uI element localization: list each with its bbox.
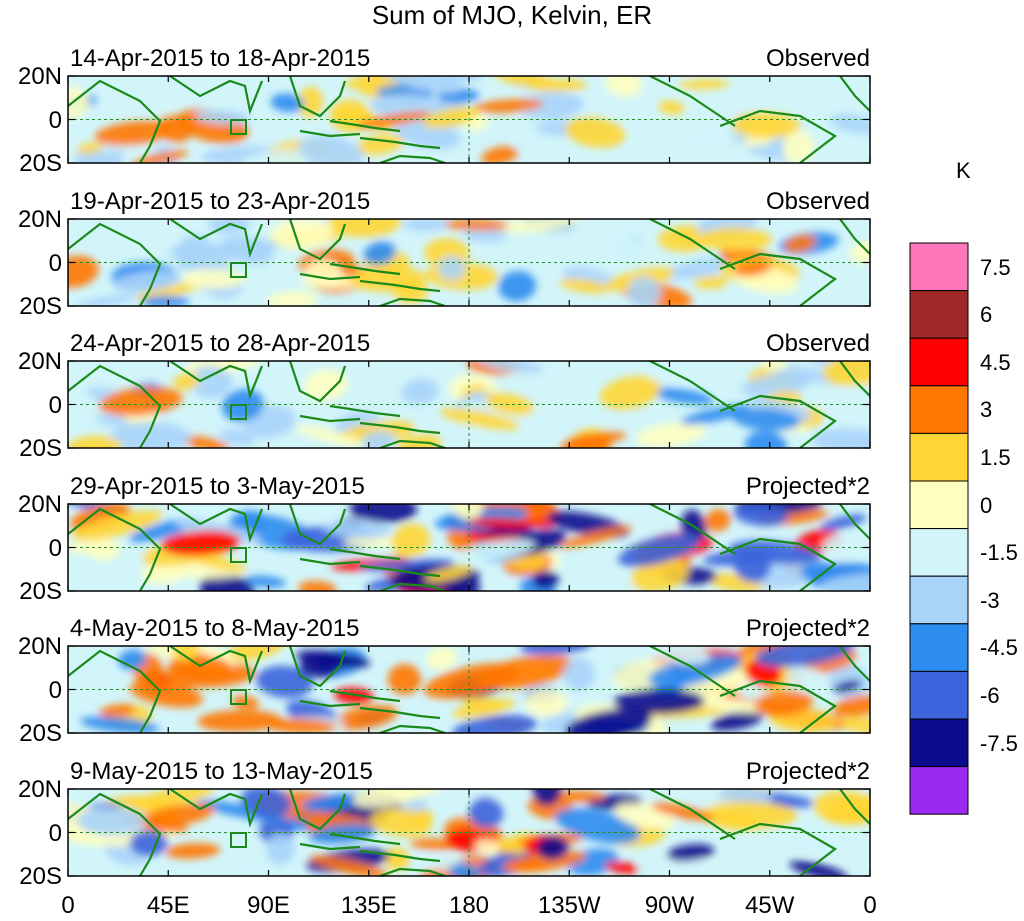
y-tick-label: 20S [19,150,62,177]
y-tick-label: 0 [48,676,62,704]
y-tick-label: 20S [19,863,62,890]
colorbar-swatch [909,385,969,434]
colorbar-swatch [909,623,969,672]
panel-date-range: 29-Apr-2015 to 3-May-2015 [70,473,365,500]
x-tick-label: 90E [247,892,290,919]
panel-data-type: Projected*2 [745,473,870,500]
panel-data-type: Projected*2 [745,758,870,785]
panel-date-range: 14-Apr-2015 to 18-Apr-2015 [70,45,371,72]
colorbar-swatch [909,528,969,577]
colorbar-tick-label: -4.5 [980,635,1018,661]
y-tick-label: 0 [48,534,62,562]
y-tick-label: 20N [17,348,62,375]
map-panel-4 [67,503,871,592]
panel-date-range: 4-May-2015 to 8-May-2015 [70,615,360,642]
coastline [68,361,870,448]
colorbar-tick-label: 7.5 [980,254,1011,280]
coastline [68,219,870,306]
y-tick-label: 0 [48,391,62,419]
y-tick-label: 0 [48,819,62,847]
colorbar-tick-label: 1.5 [980,445,1011,470]
x-tick-label: 135W [537,892,601,919]
colorbar-swatch [909,718,969,768]
y-tick-label: 0 [48,106,62,134]
colorbar-tick-label: 3 [980,397,993,423]
y-tick-label: 20S [19,720,62,747]
colorbar-tick-label: -3 [980,587,1000,613]
colorbar-swatch [909,242,969,292]
panel-data-type: Observed [765,330,870,357]
colorbar-swatch [909,290,969,339]
coastline [68,76,870,163]
colorbar-swatch [909,766,969,815]
colorbar-swatch [909,480,969,530]
y-tick-label: 20S [19,293,62,320]
map-panel-2 [67,218,871,307]
map-panel-6 [67,788,871,877]
x-tick-label: 45E [146,892,190,919]
colorbar-unit: K [956,158,971,183]
y-tick-label: 20N [17,633,62,660]
colorbar-swatch [909,575,969,625]
map-panel-3 [67,360,871,449]
x-tick-label: 0 [61,892,75,919]
y-tick-label: 20N [17,63,62,90]
panel-data-type: Observed [765,188,870,215]
colorbar-tick-label: -6 [980,683,1000,708]
panel-data-type: Observed [765,45,870,72]
y-tick-label: 20N [17,206,62,233]
colorbar-swatch [909,432,969,482]
y-tick-label: 20N [17,776,62,803]
map-panel-5 [67,645,871,734]
panel-date-range: 24-Apr-2015 to 28-Apr-2015 [70,330,371,357]
panel-date-range: 19-Apr-2015 to 23-Apr-2015 [70,188,371,215]
y-tick-label: 0 [48,249,62,277]
y-tick-label: 20S [19,435,62,462]
coastline [68,504,870,591]
coastline [68,646,870,733]
colorbar-tick-label: 4.5 [980,349,1011,375]
figure-title: Sum of MJO, Kelvin, ER [371,0,653,30]
colorbar-tick-label: -7.5 [980,730,1018,756]
colorbar-swatch [909,670,969,720]
colorbar-swatch [909,337,969,387]
y-tick-label: 20S [19,578,62,605]
panel-date-range: 9-May-2015 to 13-May-2015 [70,758,373,785]
x-tick-label: 45W [745,892,795,919]
y-tick-label: 20N [17,491,62,518]
colorbar-tick-label: 6 [980,302,993,328]
x-tick-label: 0 [863,892,877,919]
panel-data-type: Projected*2 [745,615,870,642]
colorbar-tick-label: -1.5 [980,540,1018,566]
x-tick-label: 90W [644,892,695,919]
x-tick-label: 135E [340,892,397,919]
coastline [68,789,870,876]
map-panel-1 [67,75,871,164]
x-tick-label: 180 [448,892,490,919]
colorbar-tick-label: 0 [980,492,993,518]
